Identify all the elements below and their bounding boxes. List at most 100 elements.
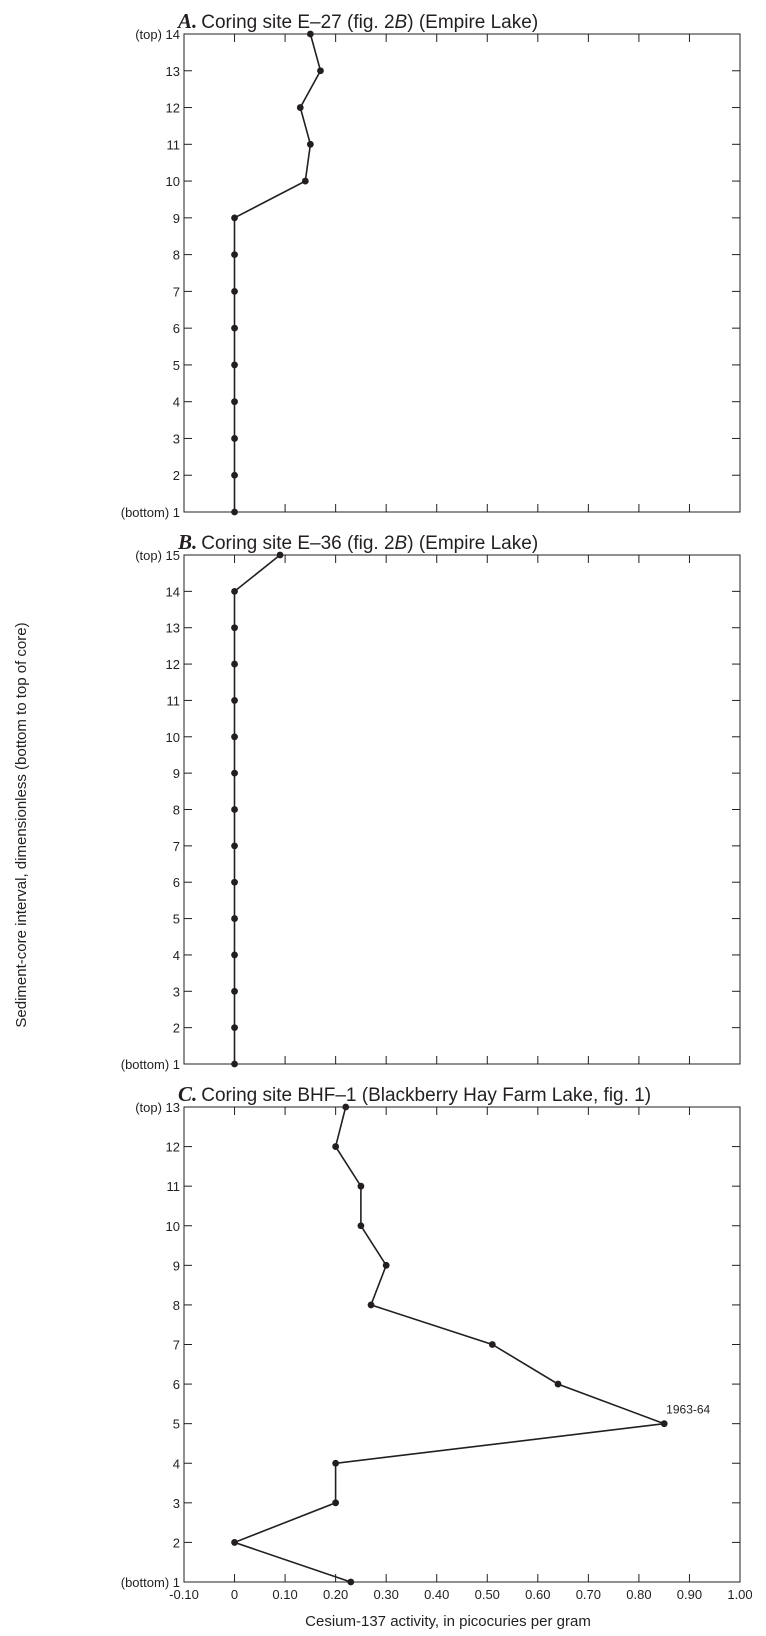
- panel-c-data-point: [332, 1143, 340, 1150]
- panel-b-y-tick-label: 11: [167, 693, 181, 708]
- panel-b-y-tick-label: 3: [173, 984, 180, 999]
- panel-c-x-tick-label: 0.40: [424, 1587, 449, 1602]
- panel-a-title-tail: ) (Empire Lake): [407, 12, 538, 33]
- panel-c-data-point: [554, 1380, 562, 1388]
- panel-c-data-point: [660, 1420, 668, 1428]
- panel-b-y-tick-label: 10: [166, 730, 180, 745]
- panel-c-title: C. Coring site BHF–1 (Blackberry Hay Farm…: [178, 1082, 651, 1106]
- panel-c-y-tick-label: 8: [173, 1298, 180, 1313]
- panel-b-y-tick-label: 7: [173, 839, 180, 854]
- panel-b-y-tick-label: 2: [173, 1021, 180, 1036]
- panel-b-title: B. Coring site E–36 (fig. 2B) (Empire Lak…: [177, 530, 538, 554]
- panel-c-y-tick-label: 12: [166, 1140, 180, 1155]
- panel-a-y-tick-label: 3: [173, 431, 180, 446]
- panel-b-data-point: [231, 878, 238, 886]
- panel-c-y-tick-label: 3: [173, 1496, 180, 1511]
- panel-a-y-tick-label: 11: [167, 137, 181, 152]
- panel-b-series-line: [233, 554, 281, 1064]
- panel-c-data-point: [332, 1459, 340, 1467]
- panel-c-x-tick-label: 0.80: [626, 1587, 651, 1602]
- panel-c-x-tick-label: -0.10: [169, 1587, 199, 1602]
- panel-c-y-tick-label: 5: [173, 1417, 180, 1432]
- panel-c-x-tick-label: 0: [231, 1587, 238, 1602]
- panel-c-y-tick-label: 4: [173, 1456, 180, 1471]
- panel-a-data-point: [231, 287, 238, 295]
- panel-c-data-point: [332, 1499, 340, 1507]
- x-axis-title: Cesium-137 activity, in picocuries per g…: [305, 1613, 591, 1630]
- panel-c-y-tick-label: 7: [173, 1338, 180, 1353]
- panel-b-y-tick-label: 6: [173, 875, 180, 890]
- panel-b-y-tick-label: 5: [173, 912, 180, 927]
- panel-c-data-point: [231, 1539, 238, 1546]
- panel-c-data-point: [342, 1103, 350, 1111]
- panel-a-data-point: [231, 471, 238, 479]
- panels: A. Coring site E–27 (fig. 2B) (Empire Lak…: [121, 9, 753, 1602]
- panel-c-y-tick-label: 6: [173, 1377, 180, 1392]
- panel-c-data-point: [347, 1578, 355, 1586]
- panel-c-x-tick-label: 0.30: [374, 1587, 399, 1602]
- panel-a-data-point: [231, 214, 238, 222]
- panel-c-title-letter: C.: [178, 1082, 197, 1106]
- panel-a-y-tick-label: (bottom) 1: [121, 505, 180, 520]
- panel-a-y-tick-label: 2: [173, 468, 180, 483]
- panel-b-y-tick-label: (top) 15: [135, 548, 180, 563]
- panel-a-y-tick-label: 8: [173, 248, 180, 263]
- panel-a-title: A. Coring site E–27 (fig. 2B) (Empire Lak…: [176, 9, 538, 33]
- panel-c: C. Coring site BHF–1 (Blackberry Hay Farm…: [121, 1082, 753, 1602]
- panel-c-x-tick-label: 1.00: [727, 1587, 752, 1602]
- panel-a-title-text: Coring site E–27 (fig. 2: [201, 12, 394, 33]
- panel-b-y-tick-label: 13: [166, 621, 180, 636]
- panel-b-data-point: [231, 951, 238, 959]
- panel-c-x-tick-label: 0.70: [576, 1587, 601, 1602]
- panel-b-title-tail: ) (Empire Lake): [407, 533, 538, 554]
- y-axis-title: Sediment-core interval, dimensionless (b…: [13, 622, 30, 1027]
- panel-c-x-tick-label: 0.50: [475, 1587, 500, 1602]
- panel-b-y-tick-label: 9: [173, 766, 180, 781]
- panel-b-y-tick-label: 4: [173, 948, 180, 963]
- panel-a-data-point: [296, 104, 304, 111]
- panel-c-data-point: [382, 1261, 390, 1269]
- panel-c-y-tick-label: (top) 13: [135, 1100, 180, 1115]
- panel-b-data-point: [231, 660, 238, 668]
- panel-b-title-text: Coring site E–36 (fig. 2: [201, 533, 394, 554]
- panel-c-x-tick-label: 0.20: [323, 1587, 348, 1602]
- panel-c-data-point: [488, 1341, 496, 1348]
- panel-b-y-tick-label: (bottom) 1: [121, 1057, 180, 1072]
- panel-c-x-tick-label: 0.90: [677, 1587, 702, 1602]
- panel-a-y-tick-label: 12: [166, 101, 180, 116]
- panel-b-data-point: [231, 806, 238, 813]
- panel-a-frame: [183, 33, 741, 513]
- panel-c-x-tick-label: 0.10: [272, 1587, 297, 1602]
- panel-a: A. Coring site E–27 (fig. 2B) (Empire Lak…: [121, 9, 741, 520]
- panel-c-data-point: [357, 1222, 365, 1230]
- panel-b-data-point: [231, 624, 238, 632]
- panel-b: B. Coring site E–36 (fig. 2B) (Empire Lak…: [121, 530, 741, 1072]
- panel-a-y-tick-label: (top) 14: [135, 27, 180, 42]
- panel-a-data-point: [231, 398, 238, 406]
- panel-b-data-point: [231, 1024, 238, 1032]
- panel-b-data-point: [231, 1060, 238, 1068]
- panel-b-data-point: [231, 587, 238, 595]
- panel-a-y-tick-label: 5: [173, 358, 180, 373]
- panel-a-y-tick-label: 10: [166, 174, 180, 189]
- panel-a-y-tick-label: 9: [173, 211, 180, 226]
- panel-c-y-tick-label: 2: [173, 1535, 180, 1550]
- panel-a-y-tick-label: 6: [173, 321, 180, 336]
- panel-a-data-point: [231, 508, 238, 516]
- panel-b-data-point: [231, 915, 238, 922]
- panel-c-series-line: [232, 1106, 665, 1583]
- panel-a-data-point: [231, 435, 238, 442]
- panel-a-data-point: [306, 140, 314, 148]
- panel-a-y-tick-label: 13: [166, 64, 180, 79]
- panel-a-data-point: [231, 361, 238, 369]
- panel-c-y-tick-label: 11: [167, 1179, 181, 1194]
- panel-c-y-tick-label: 10: [166, 1219, 180, 1234]
- panel-a-title-fig: B: [395, 12, 408, 33]
- panel-a-title-letter: A.: [176, 9, 197, 33]
- panel-a-data-point: [231, 251, 238, 259]
- panel-b-data-point: [231, 987, 238, 995]
- panel-c-x-tick-label: 0.60: [525, 1587, 550, 1602]
- panel-c-title-text: Coring site BHF–1 (Blackberry Hay Farm L…: [201, 1085, 651, 1106]
- panel-b-data-point: [231, 733, 238, 741]
